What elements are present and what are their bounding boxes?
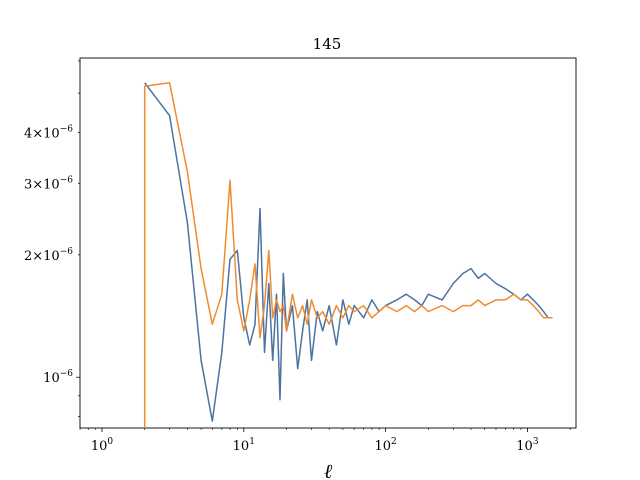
y-tick-label: 2×10−6 <box>24 247 73 264</box>
x-tick-label: 101 <box>233 437 255 454</box>
x-tick-label: 100 <box>91 437 114 454</box>
x-axis-label: ℓ <box>324 459 333 480</box>
series-layer <box>143 82 553 428</box>
y-tick-label: 10−6 <box>43 369 73 386</box>
y-tick-label: 3×10−6 <box>24 175 73 192</box>
series-line-1 <box>144 82 553 422</box>
chart-title: 145 <box>313 35 342 53</box>
x-tick-label: 102 <box>374 437 396 454</box>
y-axis-ticks: 10−6 2×10−6 3×10−6 4×10−6 <box>24 60 80 417</box>
x-tick-label: 103 <box>516 437 539 454</box>
y-tick-label: 4×10−6 <box>24 124 73 141</box>
x-axis-ticks: 100 101 102 103 <box>79 428 571 454</box>
series-line-2 <box>143 82 553 428</box>
plot-area <box>79 57 577 429</box>
